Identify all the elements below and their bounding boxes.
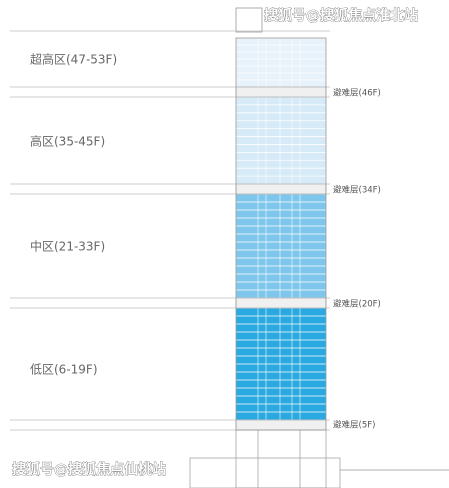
zone-block [236, 194, 326, 298]
zone-label: 高区(35-45F) [30, 134, 105, 149]
refuge-band [235, 419, 327, 431]
refuge-label: 避难层(34F) [333, 185, 381, 196]
zone-label: 中区(21-33F) [30, 239, 105, 254]
refuge-band [235, 183, 327, 195]
zone-block [236, 97, 326, 184]
refuge-band [235, 297, 327, 309]
watermark: 搜狐号@搜狐焦点淮北站 [264, 7, 418, 24]
zone-block [236, 38, 326, 87]
refuge-band [235, 86, 327, 98]
zone-label: 低区(6-19F) [30, 363, 98, 377]
podium [189, 429, 449, 488]
refuge-label: 避难层(5F) [333, 420, 375, 431]
spire [235, 7, 263, 33]
zone-label: 超高区(47-53F) [30, 52, 117, 67]
refuge-label: 避难层(46F) [333, 88, 381, 99]
watermark: 搜狐号@搜狐焦点仙桃站 [12, 461, 166, 478]
refuge-label: 避难层(20F) [333, 299, 381, 310]
